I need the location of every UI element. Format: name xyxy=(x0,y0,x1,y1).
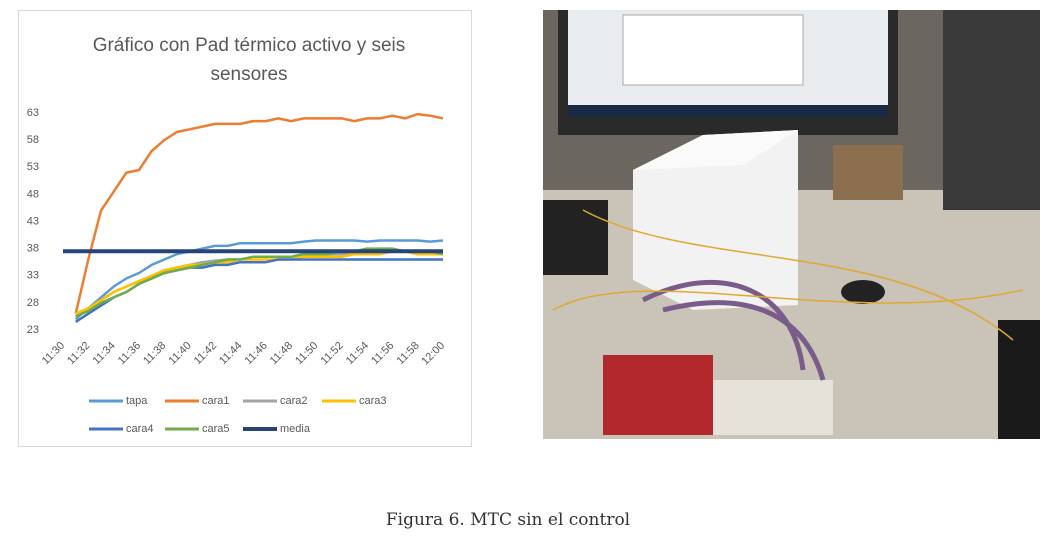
x-tick-label: 11:32 xyxy=(65,340,92,367)
x-tick-label: 11:48 xyxy=(268,340,295,367)
series-line xyxy=(75,258,443,323)
x-tick-label: 11:56 xyxy=(369,340,396,367)
y-tick-label: 23 xyxy=(27,324,39,336)
legend-label: cara5 xyxy=(202,423,230,435)
y-tick-label: 33 xyxy=(27,270,39,282)
y-tick-label: 28 xyxy=(27,297,39,309)
legend-label: cara2 xyxy=(280,395,308,407)
y-tick-label: 58 xyxy=(27,134,39,146)
chart: 23283338434853586311:3011:3211:3411:3611… xyxy=(27,107,447,435)
x-tick-label: 11:42 xyxy=(192,340,219,367)
series-line xyxy=(74,239,444,321)
series-line xyxy=(74,112,444,314)
photo xyxy=(543,10,1040,439)
x-tick-label: 11:34 xyxy=(90,340,117,367)
series-line xyxy=(75,247,444,318)
chart-frame: 23 28 33 38 43 48 53 58 63 11:30 11:32 11:34 11:36 11… xyxy=(18,10,472,447)
legend-label: cara3 xyxy=(359,395,387,407)
legend-label: cara4 xyxy=(126,423,154,435)
x-tick-label: 11:40 xyxy=(166,340,193,367)
x-tick-label: 11:44 xyxy=(217,340,244,367)
x-tick-label: 11:50 xyxy=(293,340,320,367)
x-tick-label: 11:46 xyxy=(242,340,269,367)
y-tick-label: 43 xyxy=(27,215,39,227)
y-tick-label: 48 xyxy=(27,188,39,200)
legend-label: cara1 xyxy=(202,395,230,407)
y-tick-label: 53 xyxy=(27,161,39,173)
chart-title: Gráfico con Pad térmico activo y seis se… xyxy=(92,35,406,85)
series-line xyxy=(75,250,443,315)
x-tick-label: 11:36 xyxy=(116,340,143,367)
legend-label: tapa xyxy=(126,395,148,407)
legend-label: media xyxy=(280,423,311,435)
y-tick-label: 38 xyxy=(27,243,39,255)
x-tick-label: 11:58 xyxy=(394,340,421,367)
x-tick-label: 11:38 xyxy=(141,340,168,367)
x-tick-label: 11:52 xyxy=(318,340,345,367)
figure-caption: Figura 6. MTC sin el control xyxy=(385,510,631,530)
x-tick-label: 11:30 xyxy=(40,340,67,367)
x-tick-label: 11:54 xyxy=(344,340,371,367)
x-tick-label: 12:00 xyxy=(419,340,447,368)
y-tick-label: 63 xyxy=(27,107,39,119)
